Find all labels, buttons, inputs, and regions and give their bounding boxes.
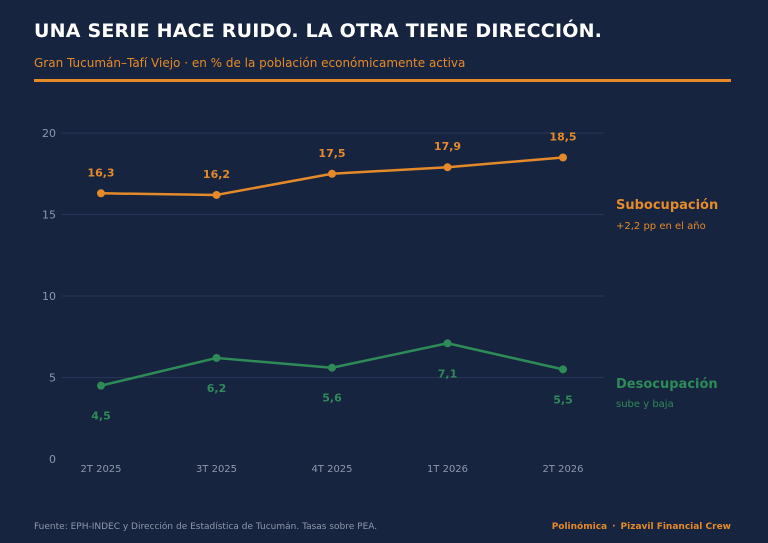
- data-point: [559, 365, 567, 374]
- x-tick-label: 1T 2026: [427, 464, 468, 475]
- series-note: sube y baja: [616, 399, 674, 410]
- credits-separator: ·: [612, 522, 616, 532]
- source-note: Fuente: EPH-INDEC y Dirección de Estadís…: [34, 522, 378, 532]
- credits: Polinómica · Pizavil Financial Crew: [552, 522, 731, 532]
- y-tick-label: 10: [42, 290, 56, 303]
- chart-title: UNA SERIE HACE RUIDO. LA OTRA TIENE DIRE…: [34, 20, 603, 42]
- data-label: 6,2: [207, 382, 227, 395]
- data-label: 18,5: [549, 130, 576, 143]
- x-tick-label: 2T 2026: [542, 464, 583, 475]
- title-divider: [34, 79, 731, 82]
- series-label: Desocupación: [616, 377, 718, 392]
- chart-subtitle: Gran Tucumán–Tafí Viejo · en % de la pob…: [34, 56, 466, 70]
- data-point: [97, 189, 105, 198]
- x-tick-label: 2T 2025: [80, 464, 121, 475]
- data-point: [212, 353, 221, 362]
- brand-polinomica: Polinómica: [551, 522, 608, 532]
- y-tick-label: 20: [42, 127, 56, 140]
- y-tick-label: 15: [42, 209, 56, 222]
- data-label: 16,3: [87, 166, 114, 179]
- series-note: +2,2 pp en el año: [616, 221, 706, 232]
- data-label: 17,9: [434, 140, 461, 153]
- y-tick-label: 5: [49, 372, 56, 385]
- data-point: [328, 363, 336, 372]
- data-label: 17,5: [318, 147, 345, 160]
- series-label: Subocupación: [616, 198, 718, 213]
- data-point: [328, 169, 336, 178]
- y-tick-label: 0: [49, 453, 56, 466]
- data-label: 5,6: [322, 392, 342, 405]
- data-point: [559, 153, 567, 162]
- data-point: [212, 190, 221, 199]
- data-label: 7,1: [438, 367, 458, 380]
- data-point: [443, 163, 452, 172]
- brand-pizavil: Pizavil Financial Crew: [620, 522, 731, 532]
- data-point: [443, 339, 452, 348]
- x-tick-label: 4T 2025: [311, 464, 352, 475]
- data-label: 4,5: [91, 410, 111, 423]
- data-point: [97, 381, 105, 390]
- data-label: 16,2: [203, 168, 230, 181]
- x-tick-label: 3T 2025: [196, 464, 237, 475]
- data-label: 5,5: [553, 393, 573, 406]
